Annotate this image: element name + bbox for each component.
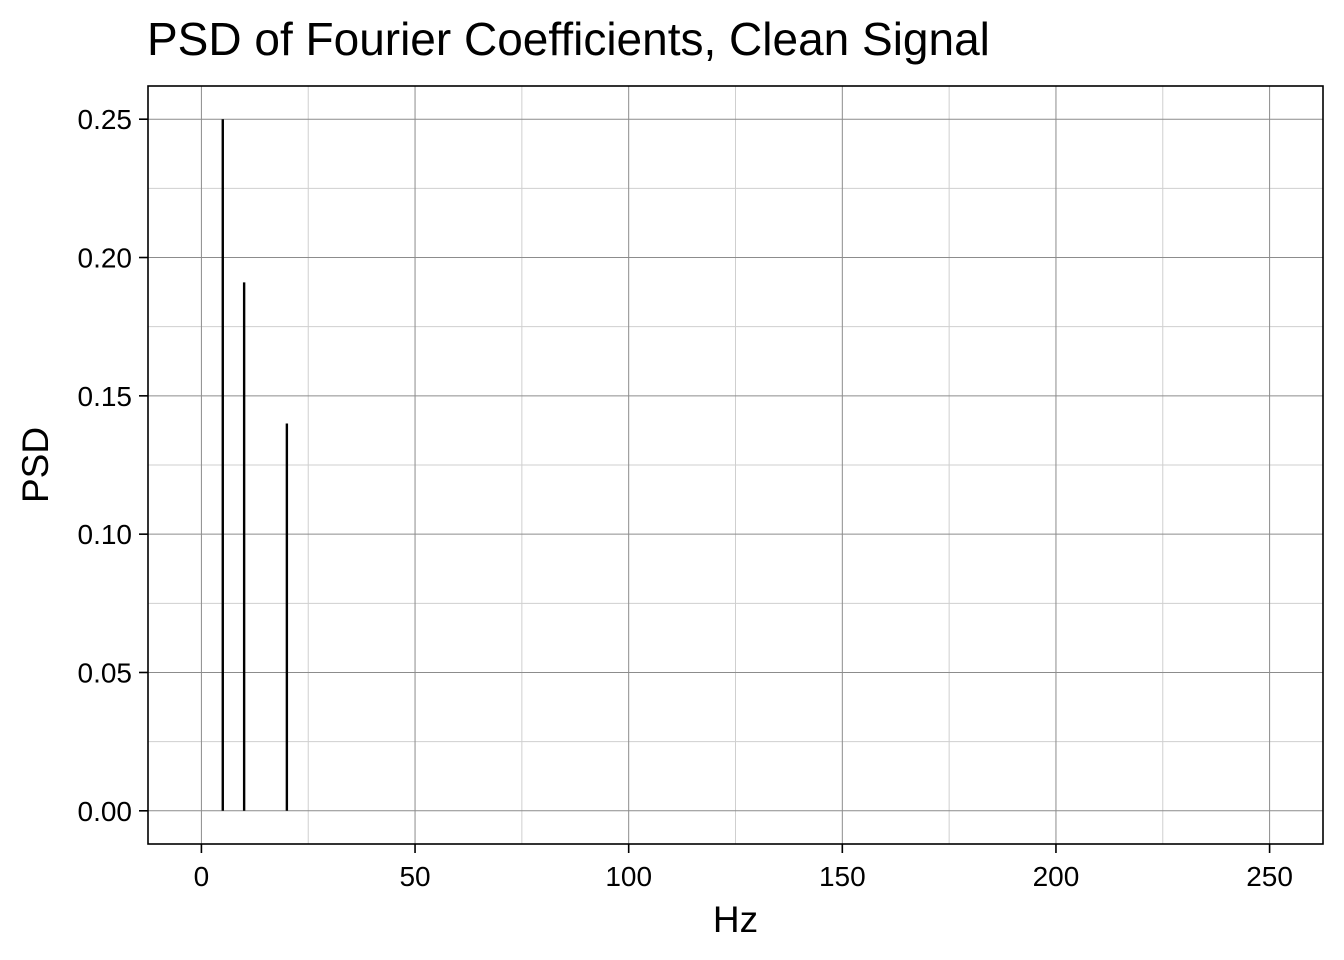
x-tick-label: 200 <box>1033 861 1080 892</box>
y-tick-label: 0.20 <box>78 243 133 274</box>
x-axis-title: Hz <box>713 899 758 940</box>
x-axis: 0 50 100 150 200 250 <box>194 844 1293 892</box>
chart-title: PSD of Fourier Coefficients, Clean Signa… <box>147 13 990 65</box>
y-tick-label: 0.10 <box>78 519 133 550</box>
y-tick-label: 0.25 <box>78 104 133 135</box>
grid <box>148 86 1323 844</box>
x-tick-label: 150 <box>819 861 866 892</box>
x-tick-label: 0 <box>194 861 210 892</box>
y-tick-label: 0.00 <box>78 796 133 827</box>
y-tick-label: 0.15 <box>78 381 133 412</box>
y-axis: 0.00 0.05 0.10 0.15 0.20 0.25 <box>78 104 148 827</box>
x-tick-label: 250 <box>1246 861 1293 892</box>
y-axis-title: PSD <box>15 427 56 503</box>
y-tick-label: 0.05 <box>78 657 133 688</box>
x-tick-label: 50 <box>399 861 430 892</box>
plot-frame <box>147 85 1324 845</box>
x-tick-label: 100 <box>605 861 652 892</box>
psd-spikes <box>221 119 289 811</box>
